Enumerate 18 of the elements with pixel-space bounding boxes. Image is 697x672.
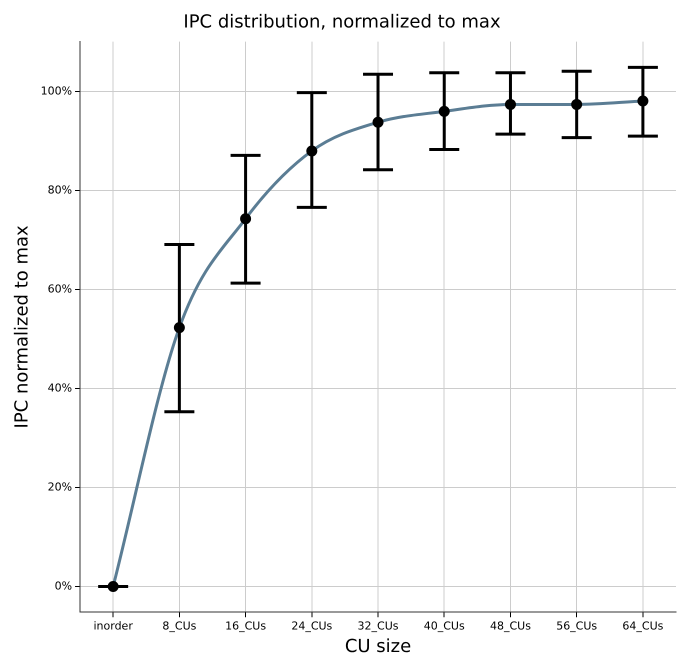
x-tick-label: 24_CUs: [291, 620, 333, 633]
y-axis-title: IPC normalized to max: [11, 224, 32, 428]
x-tick-label: 8_CUs: [162, 620, 197, 633]
x-tick-label: 40_CUs: [424, 620, 465, 633]
x-tick-label: 48_CUs: [490, 620, 532, 633]
x-tick-label: inorder: [93, 620, 134, 633]
x-tick-label: 32_CUs: [358, 620, 399, 633]
chart-title: IPC distribution, normalized to max: [183, 11, 501, 32]
y-tick-label: 80%: [48, 183, 72, 196]
y-tick-label: 20%: [48, 480, 72, 494]
x-tick-label: 64_CUs: [622, 620, 664, 633]
x-axis-title: CU size: [344, 636, 412, 657]
y-tick-label: 100%: [40, 84, 72, 98]
y-tick-label: 60%: [48, 282, 72, 296]
y-tick-label: 40%: [48, 381, 72, 394]
y-tick-label: 0%: [54, 579, 72, 592]
x-tick-label: 16_CUs: [225, 620, 266, 633]
x-tick-label: 56_CUs: [556, 620, 598, 633]
